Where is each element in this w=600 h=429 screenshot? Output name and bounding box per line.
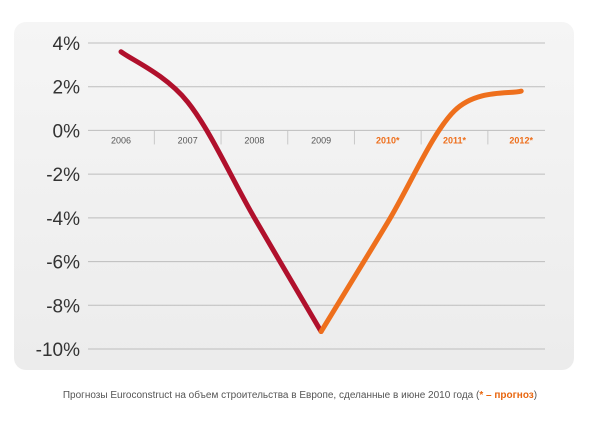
caption-note: * – прогноз bbox=[479, 390, 534, 401]
x-tick-label: 2010* bbox=[376, 135, 400, 145]
chart-panel bbox=[14, 22, 574, 370]
chart-caption: Прогнозы Euroconstruct на объем строител… bbox=[0, 390, 600, 401]
x-tick-label: 2011* bbox=[443, 135, 467, 145]
y-tick-label: -8% bbox=[46, 296, 80, 317]
y-tick-label: -6% bbox=[46, 253, 80, 274]
x-tick-label: 2006 bbox=[111, 135, 131, 145]
series-line-actual bbox=[118, 49, 324, 335]
caption-close: ) bbox=[533, 390, 538, 401]
x-tick-label: 2009 bbox=[311, 135, 331, 145]
y-tick-label: -10% bbox=[36, 340, 80, 361]
caption-text: Прогнозы Euroconstruct на объем строител… bbox=[62, 390, 480, 401]
y-tick-label: 2% bbox=[53, 78, 81, 99]
y-tick-label: 4% bbox=[53, 34, 81, 55]
y-tick-label: -4% bbox=[46, 209, 80, 230]
series-line-forecast bbox=[318, 88, 524, 335]
x-tick-label: 2007 bbox=[178, 135, 198, 145]
y-tick-label: -2% bbox=[46, 165, 80, 186]
y-tick-label: 0% bbox=[53, 121, 81, 142]
x-tick-label: 2012* bbox=[509, 135, 533, 145]
x-tick-label: 2008 bbox=[244, 135, 264, 145]
